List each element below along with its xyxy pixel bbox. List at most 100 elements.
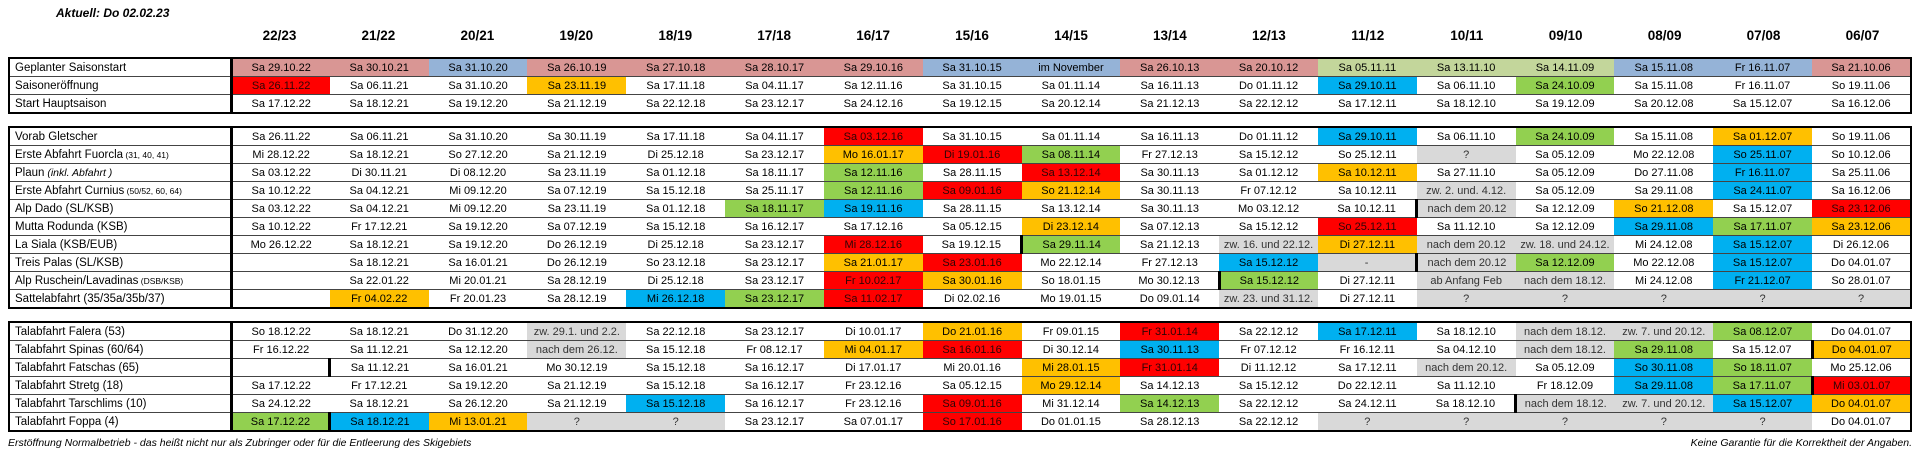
date-cell: Sa 18.12.21 — [329, 94, 429, 113]
date-cell: Di 27.12.11 — [1317, 235, 1417, 254]
date-cell: Do 04.01.07 — [1812, 253, 1911, 272]
season-column-header: 21/22 — [361, 28, 396, 43]
date-cell: Fr 31.01.14 — [1120, 322, 1220, 341]
date-cell: Sa 07.12.13 — [1120, 217, 1220, 236]
date-cell: nach dem 18.12. — [1515, 340, 1615, 359]
date-cell: Mi 20.01.16 — [922, 358, 1022, 377]
date-cell: Sa 03.12.16 — [823, 127, 923, 146]
date-cell: Di 11.12.12 — [1219, 358, 1318, 377]
date-cell: Sa 07.12.19 — [527, 181, 627, 200]
season-column-header: 13/14 — [1153, 28, 1187, 43]
date-cell: Sa 18.12.10 — [1436, 325, 1496, 338]
date-cell: Mo 22.12.14 — [1021, 253, 1121, 272]
date-cell: Sa 05.12.15 — [922, 376, 1022, 395]
date-cell: Sa 19.12.20 — [428, 235, 528, 254]
date-cell: Sa 15.12.07 — [1713, 235, 1812, 254]
date-cell: Fr 20.01.23 — [428, 289, 528, 308]
date-cell: Sa 22.12.18 — [645, 325, 706, 338]
date-cell: Sa 12.11.16 — [823, 163, 923, 182]
date-cell: Sa 23.11.19 — [527, 199, 627, 218]
date-cell: Sa 29.10.22 — [231, 58, 330, 77]
table-row: Mutta Rodunda (KSB) Sa 10.12.22 Fr 17.12.2… — [9, 217, 1911, 236]
date-cell: Di 19.01.16 — [922, 145, 1022, 164]
row-label: Vorab Gletscher — [9, 127, 233, 146]
date-cell: zw. 16. und 22.12. — [1219, 235, 1318, 254]
date-cell: So 25.12.11 — [1317, 217, 1417, 236]
date-cell: Di 30.11.21 — [329, 163, 429, 182]
date-cell: Sa 19.12.20 — [428, 94, 528, 113]
date-cell: Sa 18.12.21 — [329, 253, 429, 272]
date-cell: Sa 15.11.08 — [1614, 58, 1714, 77]
table-row: Talabfahrt Tarschlims (10) Sa 24.12.22 Sa … — [9, 394, 1911, 413]
date-cell: Sa 30.11.13 — [1120, 181, 1220, 200]
date-cell: Sa 24.10.09 — [1515, 127, 1615, 146]
date-cell: Sa 05.12.09 — [1515, 358, 1615, 377]
date-cell: Mi 26.12.18 — [626, 289, 726, 308]
date-cell: nach dem 20.12. — [1416, 358, 1516, 377]
date-cell: Sa 22.12.12 — [1238, 325, 1299, 338]
date-cell: Di 25.12.18 — [626, 271, 726, 290]
date-cell: Sa 17.11.18 — [626, 76, 726, 95]
date-cell: Sa 09.01.16 — [922, 394, 1022, 413]
row-label-text: Sattelabfahrt (35/35a/35b/37) — [15, 292, 165, 305]
date-cell: Mo 16.01.17 — [823, 145, 923, 164]
table-row: Erste Abfahrt Curnius (50/52, 60, 64) Sa … — [9, 181, 1911, 200]
date-cell: Sa 19.12.15 — [922, 235, 1022, 254]
date-cell: Mo 19.01.15 — [1021, 289, 1121, 308]
date-cell: Sa 22.12.12 — [1219, 94, 1318, 113]
date-cell — [231, 253, 330, 272]
row-label: Talabfahrt Foppa (4) — [9, 412, 233, 431]
date-cell: Sa 19.12.15 — [922, 94, 1022, 113]
season-column-header: 18/19 — [658, 28, 693, 43]
date-cell: Mi 04.01.17 — [823, 340, 923, 359]
date-cell: Sa 17.12.22 — [231, 412, 330, 431]
date-cell: Sa 17.12.11 — [1317, 358, 1417, 377]
row-label: Sattelabfahrt (35/35a/35b/37) — [9, 289, 233, 308]
date-cell: Sa 26.11.22 — [251, 130, 311, 143]
date-cell: Sa 18.12.10 — [1416, 94, 1516, 113]
row-label: Geplanter Saisonstart — [9, 58, 233, 77]
table-row: Saisoneröffnung Sa 26.11.22 Sa 06.11.21 Sa … — [9, 76, 1911, 95]
date-cell: Sa 12.11.16 — [823, 181, 923, 200]
season-column-header: 08/09 — [1647, 28, 1682, 43]
row-label-text: Erste Abfahrt Curnius — [15, 184, 125, 197]
date-cell: Sa 29.11.14 — [1020, 235, 1121, 254]
date-cell: nach dem 20.12 — [1416, 253, 1516, 272]
date-cell: Fr 09.01.15 — [1042, 325, 1100, 338]
date-cell: Sa 25.11.06 — [1812, 163, 1911, 182]
date-cell: Mi 28.01.15 — [1021, 358, 1121, 377]
date-cell: Sa 14.12.13 — [1120, 394, 1220, 413]
date-cell: Sa 01.11.14 — [1021, 76, 1121, 95]
date-cell: Sa 20.12.08 — [1614, 94, 1714, 113]
date-cell: Sa 17.12.11 — [1317, 322, 1417, 341]
date-cell: So 18.12.22 — [251, 325, 311, 338]
season-column-header: 11/12 — [1351, 28, 1385, 43]
schedule-blocks: Geplanter Saisonstart Sa 29.10.22 Sa 30.10… — [8, 57, 1912, 432]
date-cell: So 21.12.14 — [1021, 181, 1121, 200]
date-cell: Fr 31.01.14 — [1120, 358, 1220, 377]
date-cell: Sa 15.11.08 — [1614, 76, 1714, 95]
date-cell: Sa 16.12.17 — [725, 358, 824, 377]
date-cell: Sa 09.01.16 — [922, 181, 1022, 200]
date-cell: Sa 31.10.15 — [942, 130, 1002, 143]
date-cell: Do 26.12.19 — [527, 235, 627, 254]
date-cell: Fr 23.12.16 — [823, 394, 923, 413]
date-cell: Sa 16.12.06 — [1812, 181, 1911, 200]
date-cell: Sa 04.11.17 — [725, 76, 824, 95]
date-cell: Sa 14.11.09 — [1515, 58, 1615, 77]
date-cell: Sa 12.12.09 — [1515, 253, 1615, 272]
date-cell: Fr 21.12.07 — [1713, 271, 1812, 290]
date-cell: Do 01.11.12 — [1219, 76, 1318, 95]
row-label-sub: (inkl. Abfahrt ) — [44, 166, 113, 179]
date-cell: Sa 21.12.19 — [527, 145, 627, 164]
date-cell: Sa 22.12.18 — [626, 94, 726, 113]
date-cell: Sa 30.01.16 — [922, 271, 1022, 290]
date-cell: Do 04.01.07 — [1812, 394, 1911, 413]
date-cell: Sa 01.11.14 — [1041, 130, 1101, 143]
date-cell: ? — [1713, 412, 1812, 431]
date-cell: Sa 05.11.11 — [1317, 58, 1417, 77]
date-cell: Sa 24.12.22 — [231, 394, 330, 413]
date-cell: Sa 06.11.21 — [329, 76, 429, 95]
date-cell: nach dem 20.12 — [1416, 235, 1516, 254]
date-cell: Sa 28.12.13 — [1120, 412, 1220, 431]
